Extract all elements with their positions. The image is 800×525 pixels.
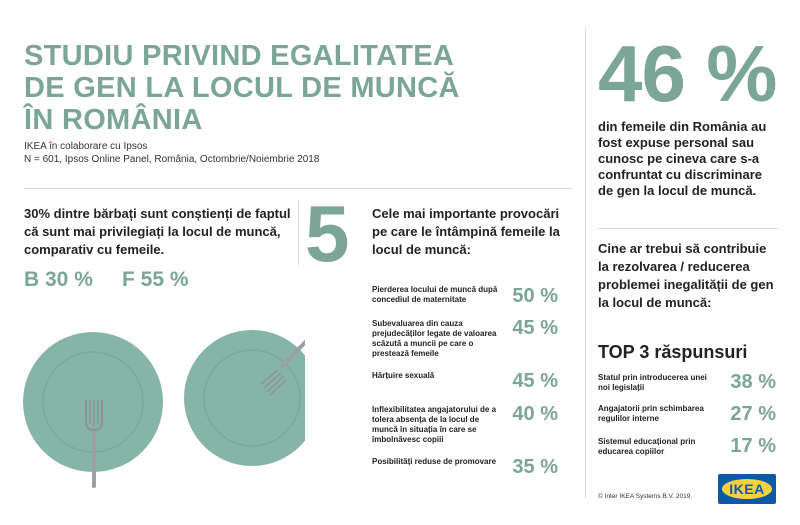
solution-label-1: Statul prin introducerea unei noi legisl… — [598, 373, 707, 392]
stat-46-description: din femeile din România au fost expuse p… — [598, 119, 767, 198]
plate-right-icon — [184, 330, 305, 466]
challenge-label-5: Posibilități reduse de promovare — [372, 457, 497, 466]
solution-value-3: 17 % — [730, 435, 776, 457]
challenge-value-1: 50 % — [512, 285, 558, 307]
challenge-label-3: Hărțuire sexuală — [372, 371, 435, 380]
title-line-1: STUDIU PRIVIND EGALITATEA — [24, 40, 455, 72]
right-column-divider — [585, 28, 586, 498]
header-divider — [24, 188, 572, 189]
men-percent-label: B 30 % — [24, 268, 93, 291]
ikea-logo-text: IKEA — [729, 481, 765, 497]
challenge-value-2: 45 % — [512, 317, 558, 339]
plates-illustration — [23, 330, 305, 488]
subtitle-sample: N = 601, Ipsos Online Panel, România, Oc… — [24, 154, 320, 165]
ikea-logo: IKEA — [718, 474, 776, 504]
solution-value-2: 27 % — [730, 403, 776, 425]
challenge-value-4: 40 % — [512, 403, 558, 425]
page-title: STUDIU PRIVIND EGALITATEA DE GEN LA LOCU… — [24, 40, 544, 136]
solution-label-3: Sistemul educațional prin educarea copii… — [598, 437, 696, 456]
stat-46-value: 46 % — [598, 29, 777, 118]
plate-left-icon — [23, 332, 163, 488]
challenge-label-1: Pierderea locului de muncă după concediu… — [372, 285, 498, 304]
title-line-3: ÎN ROMÂNIA — [24, 104, 203, 136]
left-middle-divider — [298, 200, 299, 265]
copyright-text: © Inter IKEA Systems B.V. 2019. — [598, 493, 693, 500]
solutions-headline: Cine ar trebui să contribuie la rezolvar… — [598, 241, 774, 310]
subtitle-collaboration: IKEA în colaborare cu Ipsos — [24, 141, 148, 152]
top-5-number: 5 — [305, 189, 350, 278]
right-section-divider — [598, 228, 778, 229]
title-line-2: DE GEN LA LOCUL DE MUNCĂ — [24, 72, 460, 104]
challenge-value-3: 45 % — [512, 370, 558, 392]
top3-title: TOP 3 răspunsuri — [598, 342, 748, 362]
challenges-headline: Cele mai importante provocări pe care le… — [372, 206, 560, 257]
challenge-label-4: Inflexibilitatea angajatorului de a tole… — [372, 405, 497, 444]
challenge-value-5: 35 % — [512, 456, 558, 478]
solution-label-2: Angajatorii prin schimbarea regulilor in… — [598, 404, 704, 423]
solution-value-1: 38 % — [730, 371, 776, 393]
women-percent-label: F 55 % — [122, 268, 189, 291]
men-privilege-headline: 30% dintre bărbați sunt conștienți de fa… — [24, 206, 291, 257]
challenge-label-2: Subevaluarea din cauza prejudecăților le… — [372, 319, 497, 358]
